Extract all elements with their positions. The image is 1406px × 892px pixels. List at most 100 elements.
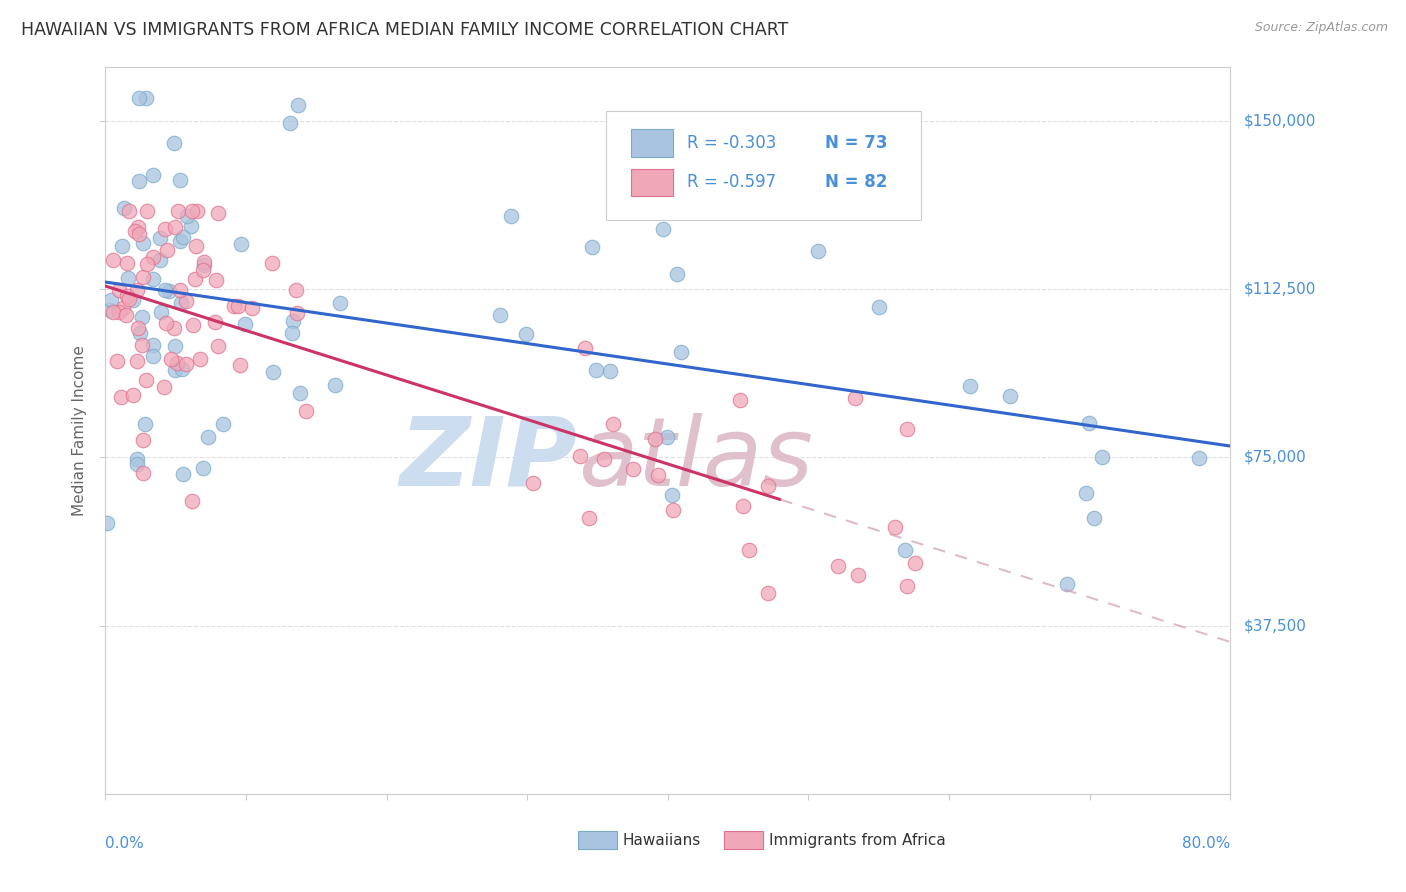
Point [522,475,544,490]
Point [127,354,149,368]
Point [115,289,138,303]
Point [1083,510,1105,524]
Point [1076,485,1098,500]
Point [181,203,204,218]
Point [207,206,229,220]
Text: $75,000: $75,000 [1244,450,1308,465]
Point [107,354,129,368]
Point [229,358,252,372]
Point [585,363,607,377]
Point [150,304,173,318]
Point [132,270,155,285]
Point [155,316,177,330]
Point [112,201,135,215]
Point [278,116,301,130]
Point [100,293,122,308]
Point [288,385,311,400]
Point [228,299,250,313]
Point [174,294,197,309]
Point [166,203,188,218]
Point [184,238,207,252]
Point [142,338,165,352]
Point [1056,577,1078,591]
Point [489,308,512,322]
Point [111,239,134,253]
Point [131,434,153,448]
Point [163,136,186,151]
Point [848,567,870,582]
Point [904,556,927,570]
Point [281,326,304,340]
Point [186,203,208,218]
Point [959,378,981,392]
Point [157,284,180,298]
Point [131,310,153,324]
Point [169,172,191,186]
Point [756,586,779,600]
Point [644,433,666,447]
Point [160,351,183,366]
Point [121,293,143,308]
Point [117,271,139,285]
Point [118,203,141,218]
Point [193,254,215,268]
Point [128,227,150,242]
Point [108,283,131,297]
Point [172,467,194,482]
Point [180,219,202,233]
Point [233,318,256,332]
Point [285,306,308,320]
Point [127,457,149,471]
Point [127,320,149,334]
Point [325,377,347,392]
Point [112,301,135,315]
Point [623,461,645,475]
Point [142,168,165,182]
Point [262,365,284,379]
Point [1188,450,1211,465]
Point [231,236,253,251]
Point [731,499,754,513]
Point [108,304,131,318]
Point [188,351,211,366]
Point [101,305,124,319]
Text: Source: ZipAtlas.com: Source: ZipAtlas.com [1254,21,1388,34]
Point [569,449,592,463]
Text: Hawaiians: Hawaiians [623,833,702,847]
Point [134,417,156,431]
Point [896,579,918,593]
Point [578,510,600,524]
Point [295,404,318,418]
Text: R = -0.597: R = -0.597 [688,173,776,191]
Point [184,272,207,286]
Point [135,91,157,105]
Point [844,392,866,406]
Point [127,219,149,234]
Point [1091,450,1114,464]
Text: N = 82: N = 82 [825,173,887,191]
Point [183,318,205,332]
Point [142,250,165,264]
Point [285,283,308,297]
Point [204,315,226,329]
Point [103,252,125,267]
Point [142,349,165,363]
Point [169,283,191,297]
Point [205,273,228,287]
Point [662,503,685,517]
Point [728,392,751,407]
Point [136,257,159,271]
Point [156,243,179,257]
FancyBboxPatch shape [631,169,673,196]
Point [515,326,537,341]
Point [117,256,139,270]
Point [240,301,263,315]
Text: N = 73: N = 73 [825,134,887,152]
Point [163,220,186,235]
Point [652,222,675,236]
Text: atlas: atlas [578,413,813,506]
Text: $150,000: $150,000 [1244,113,1316,128]
Point [287,98,309,112]
Text: HAWAIIAN VS IMMIGRANTS FROM AFRICA MEDIAN FAMILY INCOME CORRELATION CHART: HAWAIIAN VS IMMIGRANTS FROM AFRICA MEDIA… [21,21,789,38]
Point [894,542,917,557]
